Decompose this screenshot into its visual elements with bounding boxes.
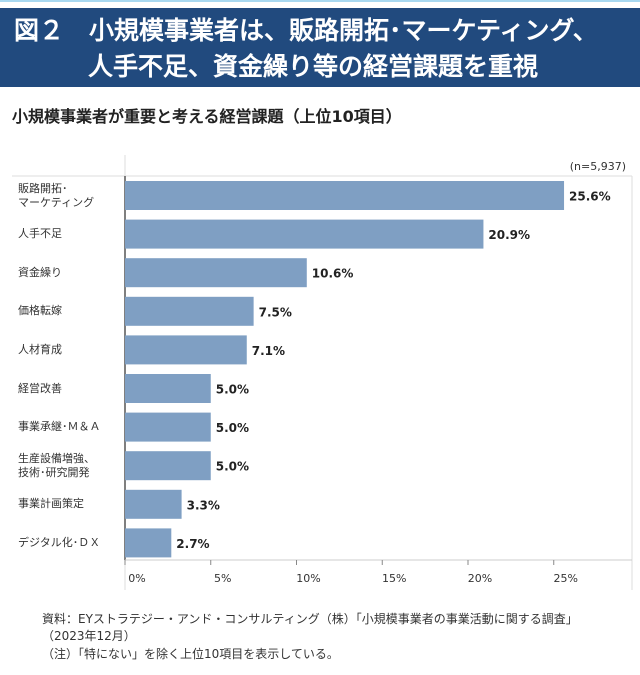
footnote: （注）「特にない」を除く上位10項目を表示している。 [42, 647, 339, 661]
title-banner: 図２ 小規模事業者は、販路開拓･マーケティング、 人手不足、資金繰り等の経営課題… [0, 8, 640, 87]
chart-svg: (n=5,937) 25.6% 20.9% 10.6% 7.5% 7.1% 5.0% 5.0%… [12, 155, 633, 590]
data-label: 5.0% [216, 421, 249, 435]
bar [125, 258, 307, 288]
top-accent-line [0, 0, 640, 2]
bar [125, 296, 254, 326]
sample-size-annotation: (n=5,937) [570, 160, 626, 173]
bar [125, 219, 484, 249]
category-label: 販路開拓･ マーケティング [18, 181, 95, 209]
bar [125, 374, 211, 403]
source-date: （2023年12月） [42, 629, 136, 643]
x-tick-label: 20% [468, 572, 492, 585]
data-label: 10.6% [312, 267, 354, 281]
bar [125, 528, 172, 558]
category-label: 事業承継･Ｍ＆Ａ [18, 420, 101, 434]
data-label: 7.1% [252, 344, 285, 358]
title-line-2: 人手不足、資金繰り等の経営課題を重視 [88, 52, 539, 81]
bar [125, 335, 247, 365]
category-label: 事業計画策定 [18, 497, 84, 511]
category-label: デジタル化･ＤＸ [18, 535, 101, 549]
category-label: 資金繰り [18, 265, 62, 279]
x-tick-label: 10% [296, 572, 320, 585]
category-label: 経営改善 [18, 381, 62, 395]
data-label: 2.7% [176, 537, 209, 551]
source-note: 資料：EYストラテジー・アンド・コンサルティング（株）「小規模事業者の事業活動に… [42, 612, 578, 626]
x-tick-label: 5% [214, 572, 231, 585]
chart-subtitle: 小規模事業者が重要と考える経営課題（上位10項目） [12, 107, 402, 126]
x-tick-label: 25% [554, 572, 578, 585]
data-label: 20.9% [488, 228, 530, 242]
category-label: 人手不足 [18, 227, 62, 241]
bar-chart: (n=5,937) 25.6% 20.9% 10.6% 7.5% 7.1% 5.0% 5.0%… [0, 150, 640, 595]
category-label: 人材育成 [18, 342, 62, 356]
data-label: 3.3% [187, 498, 220, 512]
data-label: 7.5% [259, 305, 292, 319]
x-tick-label: 15% [382, 572, 406, 585]
bar [125, 412, 211, 442]
bar [125, 181, 565, 210]
bar [125, 451, 211, 481]
data-label: 25.6% [569, 190, 611, 204]
x-tick-label: 0% [128, 572, 145, 585]
data-label: 5.0% [216, 460, 249, 474]
data-label: 5.0% [216, 383, 249, 397]
category-label: 生産設備増強、 技術･研究開発 [18, 451, 95, 479]
category-label: 価格転嫁 [18, 304, 62, 318]
title-line-1: 図２ 小規模事業者は、販路開拓･マーケティング、 [14, 16, 598, 45]
bar [125, 489, 182, 519]
